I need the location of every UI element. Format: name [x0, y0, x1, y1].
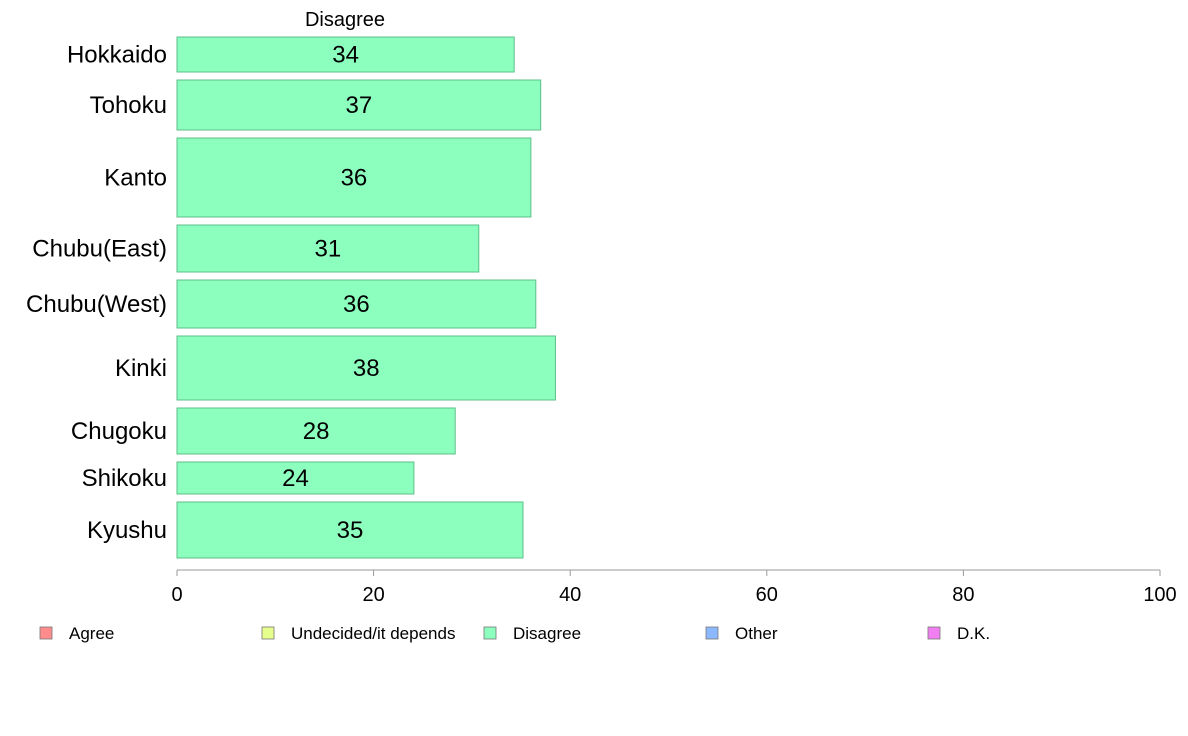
value-label-chugoku: 28: [303, 418, 330, 445]
bar-tohoku: [176, 79, 542, 131]
legend-swatch-other: [705, 626, 719, 640]
category-label-shikoku: Shikoku: [82, 465, 167, 492]
value-label-shikoku: 24: [282, 465, 309, 492]
bar-shikoku: [176, 461, 415, 495]
category-label-tohoku: Tohoku: [90, 92, 167, 119]
bar-chubu-east: [176, 224, 480, 273]
category-label-chubu-east: Chubu(East): [32, 236, 167, 263]
category-label-kinki: Kinki: [115, 355, 167, 382]
x-tick-label-80: 80: [952, 584, 974, 606]
legend: Agree Undecided/it depends Disagree Other D.…: [39, 624, 990, 643]
legend-swatch-d-k: [927, 626, 941, 640]
legend-label-other: Other: [735, 624, 778, 643]
legend-swatch-agree: [39, 626, 53, 640]
category-label-hokkaido: Hokkaido: [67, 42, 167, 69]
bar-chubu-west: [176, 279, 537, 329]
value-label-hokkaido: 34: [332, 42, 359, 69]
bar-kanto: [176, 137, 532, 218]
category-label-chugoku: Chugoku: [71, 418, 167, 445]
x-tick-label-20: 20: [362, 584, 384, 606]
value-label-kanto: 36: [341, 165, 368, 192]
x-tick-label-100: 100: [1143, 584, 1176, 606]
legend-label-agree: Agree: [69, 624, 114, 643]
bar-kinki: [176, 335, 556, 401]
category-label-kyushu: Kyushu: [87, 517, 167, 544]
legend-swatch-disagree: [483, 626, 497, 640]
x-axis: 0 20 40 60 80 100: [171, 569, 1177, 606]
value-label-chubu-west: 36: [343, 291, 370, 318]
bars-group: Hokkaido 34 Tohoku 37 Kanto 36 Chubu(East) 31 Ch…: [26, 36, 556, 559]
x-tick-label-40: 40: [559, 584, 581, 606]
value-label-kinki: 38: [353, 355, 380, 382]
value-label-tohoku: 37: [346, 92, 373, 119]
bar-chugoku: [176, 407, 456, 455]
category-label-kanto: Kanto: [104, 165, 167, 192]
x-tick-label-0: 0: [171, 584, 182, 606]
category-label-chubu-west: Chubu(West): [26, 291, 167, 318]
legend-label-disagree: Disagree: [513, 624, 581, 643]
value-label-chubu-east: 31: [315, 236, 342, 263]
bar-kyushu: [176, 501, 524, 559]
legend-swatch-undecided-it-depends: [261, 626, 275, 640]
value-label-kyushu: 35: [337, 517, 364, 544]
legend-label-d-k: D.K.: [957, 624, 990, 643]
x-tick-label-60: 60: [756, 584, 778, 606]
bar-hokkaido: [176, 36, 515, 73]
chart-title: Disagree: [305, 9, 385, 31]
legend-label-undecided-it-depends: Undecided/it depends: [291, 624, 455, 643]
